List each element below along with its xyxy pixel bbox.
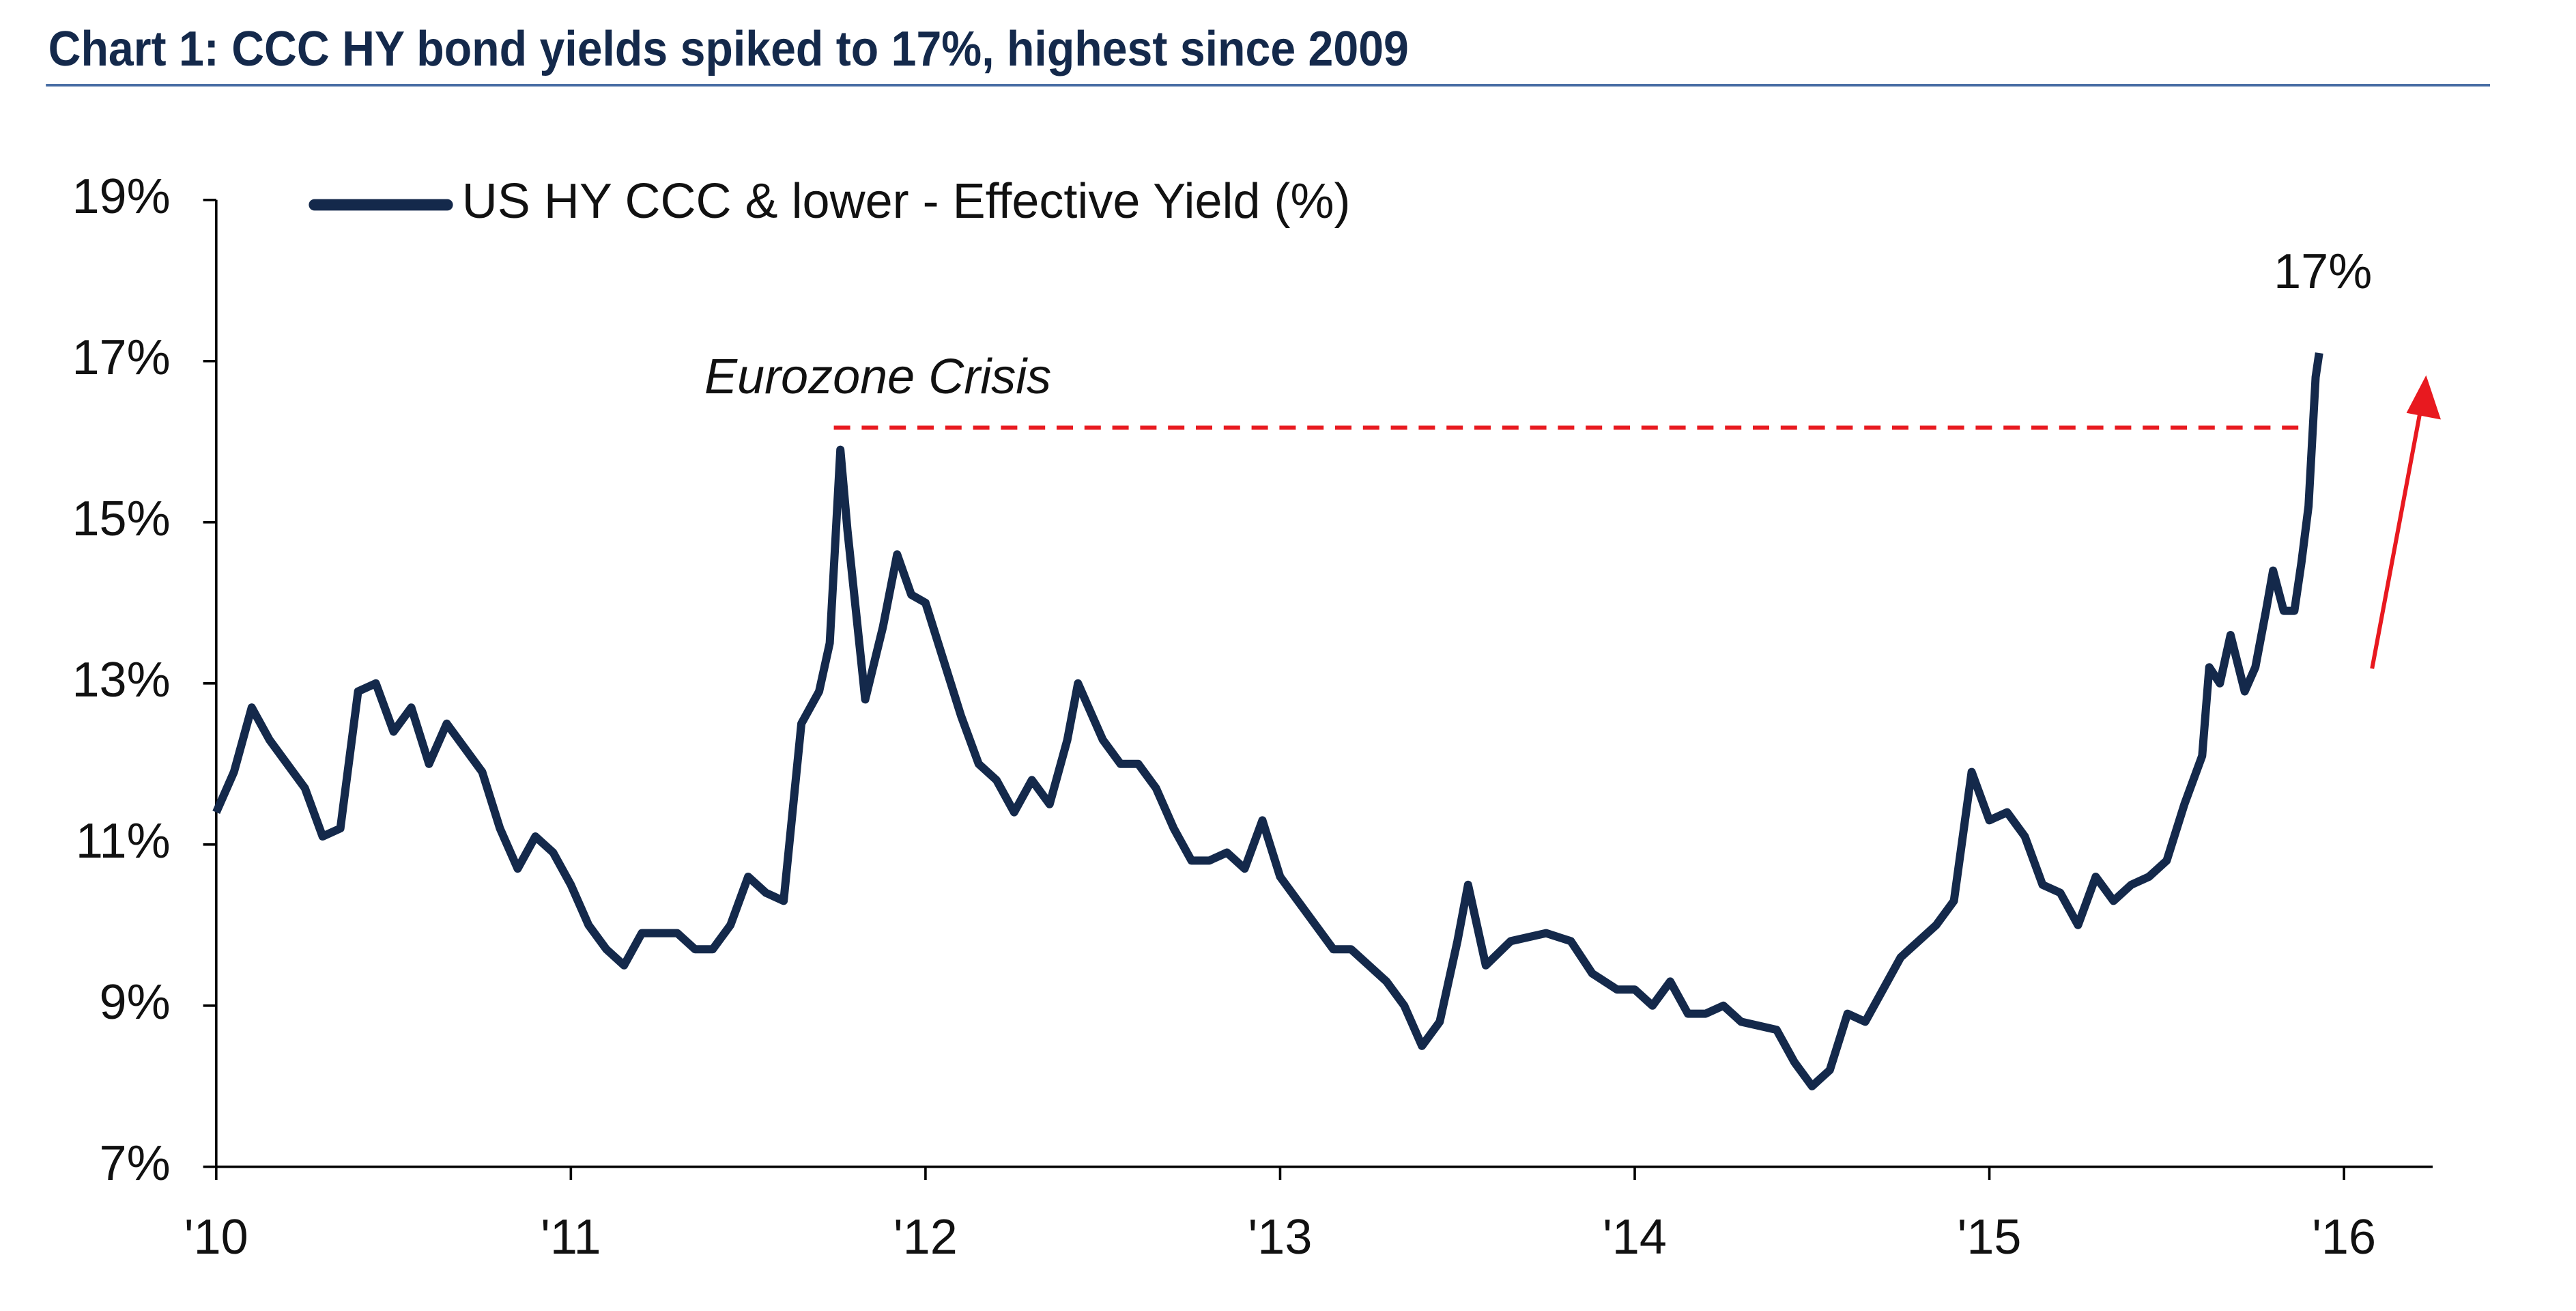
y-tick-label: 19%	[72, 169, 170, 224]
x-tick-label: '14	[1603, 1210, 1667, 1265]
annotation: 17%	[2274, 244, 2372, 299]
x-tick-label: '15	[1958, 1210, 2022, 1265]
legend-label: US HY CCC & lower - Effective Yield (%)	[462, 174, 1351, 229]
y-tick-label: 13%	[72, 653, 170, 707]
y-tick-label: 9%	[100, 975, 171, 1030]
x-tick-label: '13	[1248, 1210, 1313, 1265]
arrow-shaft	[2370, 406, 2424, 669]
annotation: Eurozone Crisis	[704, 350, 1051, 404]
x-tick-label: '10	[184, 1210, 248, 1265]
x-tick-label: '12	[893, 1210, 958, 1265]
y-tick-label: 17%	[72, 330, 170, 385]
series-line	[212, 352, 2323, 1090]
y-tick-label: 7%	[100, 1136, 171, 1191]
chart-title: Chart 1: CCC HY bond yields spiked to 17…	[48, 20, 1409, 76]
arrow-head	[2406, 375, 2441, 420]
y-tick-label: 15%	[72, 492, 170, 546]
x-tick-label: '11	[541, 1210, 601, 1265]
x-tick-label: '16	[2312, 1210, 2376, 1265]
y-tick-label: 11%	[76, 814, 171, 869]
